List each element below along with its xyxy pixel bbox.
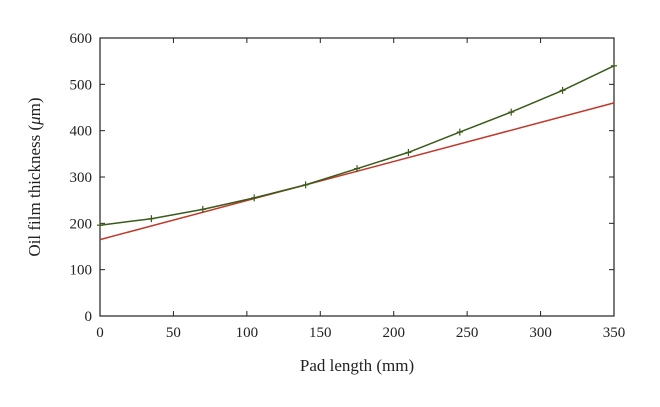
series-2-point — [354, 165, 360, 173]
series-2-point — [559, 86, 566, 94]
x-tick-label: 350 — [603, 325, 626, 341]
y-axis: 0 100 200 300 400 500 600 — [70, 31, 614, 325]
plot-frame — [99, 37, 615, 317]
series-2-point — [148, 215, 155, 223]
series-layer — [97, 62, 617, 241]
series-2-point — [251, 194, 258, 202]
y-tick-label: 0 — [85, 309, 93, 325]
series-2-point — [611, 62, 617, 70]
y-tick-label: 100 — [70, 263, 93, 279]
series-2-point — [456, 128, 463, 136]
y-axis-title-prefix: Oil film thickness ( — [25, 125, 44, 257]
x-tick-label: 0 — [96, 325, 104, 341]
series-2-point — [508, 108, 515, 116]
series-2-point — [302, 181, 309, 189]
y-tick-label: 600 — [70, 31, 93, 47]
series-2-point — [97, 221, 103, 229]
x-axis-title: Pad length (mm) — [300, 356, 414, 375]
y-tick-label: 300 — [70, 170, 93, 186]
x-tick-label: 50 — [166, 325, 181, 341]
series-2-line — [99, 65, 615, 226]
x-tick-label: 100 — [236, 325, 259, 341]
y-tick-label: 200 — [70, 216, 93, 232]
x-tick-label: 150 — [309, 325, 332, 341]
y-axis-title-suffix: m) — [25, 97, 44, 116]
x-axis: 0 50 100 150 200 250 300 350 — [96, 38, 625, 341]
series-2-point — [199, 205, 206, 213]
x-tick-label: 200 — [382, 325, 405, 341]
y-tick-label: 400 — [70, 124, 93, 140]
y-axis-title-unit: μ — [25, 116, 44, 126]
series-2-point — [405, 148, 412, 156]
x-tick-label: 250 — [456, 325, 479, 341]
y-axis-title: Oil film thickness (μm) — [25, 97, 44, 256]
y-tick-label: 500 — [70, 77, 93, 93]
x-tick-label: 300 — [529, 325, 552, 341]
